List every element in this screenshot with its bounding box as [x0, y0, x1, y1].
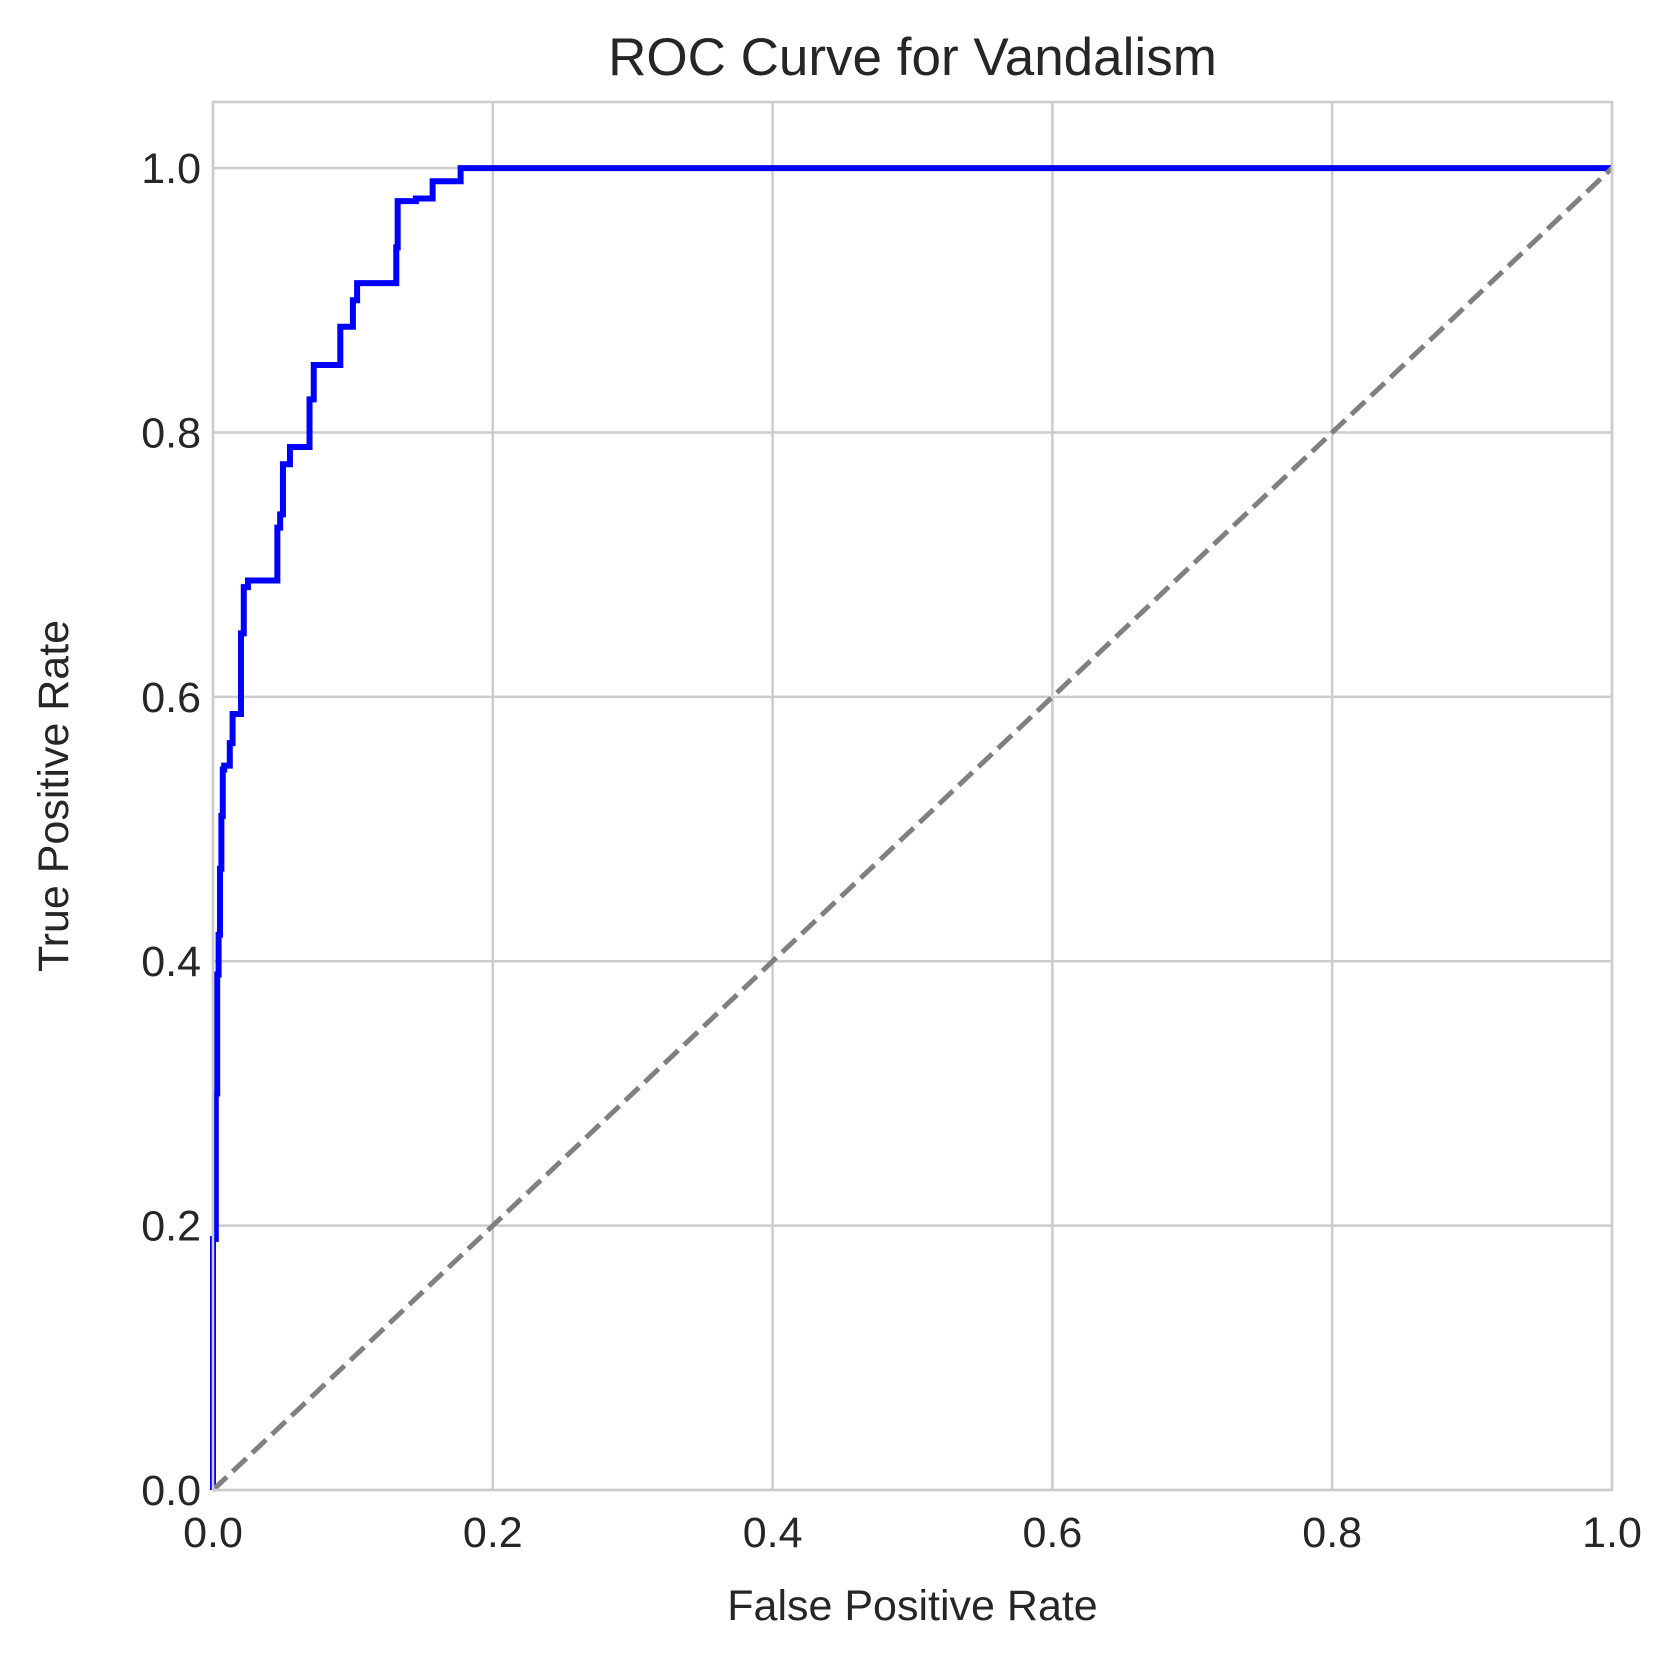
- y-tick-label: 0.8: [141, 409, 201, 457]
- y-axis-label: True Positive Rate: [30, 620, 78, 972]
- y-tick-label: 0.2: [141, 1203, 201, 1251]
- y-tick-label: 0.4: [141, 938, 201, 986]
- x-tick-label: 0.6: [1023, 1509, 1083, 1557]
- x-tick-label: 0.4: [743, 1509, 803, 1557]
- y-tick-label: 0.0: [141, 1467, 201, 1515]
- y-tick-label: 1.0: [141, 145, 201, 193]
- x-tick-label: 0.2: [463, 1509, 523, 1557]
- tick-labels: 0.0 0.2 0.4 0.6 0.8 1.0 0.0 0.2 0.4 0.6 0.8 1.0: [141, 145, 1642, 1557]
- x-tick-label: 1.0: [1582, 1509, 1642, 1557]
- roc-curve-line: [210, 165, 1612, 1490]
- x-axis-label: False Positive Rate: [727, 1582, 1097, 1630]
- plot-frame: [211, 100, 1614, 1492]
- x-tick-label: 0.0: [183, 1509, 243, 1557]
- x-tick-label: 0.8: [1302, 1509, 1362, 1557]
- chart-title: ROC Curve for Vandalism: [608, 28, 1217, 87]
- series-layer: [210, 165, 1614, 1492]
- y-tick-label: 0.6: [141, 674, 201, 722]
- diagonal-reference-line: [211, 166, 1614, 1492]
